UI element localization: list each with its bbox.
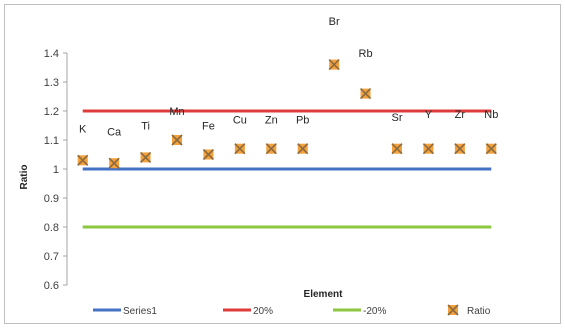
- y-tick-label: 0.8: [44, 222, 59, 234]
- data-label: Zr: [455, 109, 466, 121]
- ratio-marker: [234, 143, 246, 155]
- legend-label: Ratio: [467, 306, 491, 317]
- ratio-marker: [422, 143, 434, 155]
- data-label: Ti: [141, 121, 150, 133]
- data-label: K: [79, 123, 87, 135]
- legend-swatch-cross: [447, 304, 459, 316]
- y-tick-label: 1.3: [44, 77, 59, 89]
- chart-frame: 0.6 0.7 0.8 0.9 1 1.1 1.2 1.3 1.4 Ratio Element K Ca…: [4, 4, 561, 324]
- ratio-marker: [297, 143, 309, 155]
- ratio-marker-cross: [202, 148, 214, 161]
- y-tick-label: 0.6: [44, 280, 59, 292]
- x-axis-title: Element: [304, 289, 344, 300]
- data-label: Br: [329, 16, 340, 28]
- legend-label: -20%: [363, 306, 386, 317]
- ratio-marker-cross: [485, 143, 497, 155]
- data-label: Fe: [202, 121, 215, 133]
- ratio-marker: [108, 157, 120, 169]
- ratio-marker-cross: [454, 143, 466, 155]
- y-tick-label: 0.7: [44, 251, 59, 263]
- ratio-marker-cross: [140, 151, 152, 163]
- ratio-marker: [328, 59, 340, 71]
- ratio-marker-cross: [360, 88, 372, 100]
- ratio-marker: [171, 134, 183, 146]
- ratio-marker: [360, 88, 372, 100]
- data-label: Y: [425, 109, 433, 121]
- data-label: Zn: [265, 115, 278, 127]
- ratio-chart: 0.6 0.7 0.8 0.9 1 1.1 1.2 1.3 1.4 Ratio Element K Ca…: [19, 16, 498, 317]
- ratio-marker-cross: [108, 157, 120, 169]
- data-label: Cu: [233, 115, 247, 127]
- ratio-marker-cross: [234, 143, 246, 155]
- ratio-marker: [202, 148, 214, 161]
- data-label: Rb: [359, 48, 373, 60]
- y-axis-title: Ratio: [19, 165, 30, 190]
- ratio-marker: [77, 154, 89, 166]
- ratio-marker-cross: [391, 143, 403, 155]
- legend-label: 20%: [253, 306, 273, 317]
- data-label: Ca: [107, 126, 122, 138]
- ratio-marker: [454, 143, 466, 155]
- y-tick-label: 1: [53, 164, 59, 176]
- ratio-marker-cross: [422, 143, 434, 155]
- ratio-marker: [485, 143, 497, 155]
- y-tick-label: 0.9: [44, 193, 59, 205]
- ratio-marker: [391, 143, 403, 155]
- data-label: Nb: [484, 109, 498, 121]
- legend-label: Series1: [123, 306, 157, 317]
- y-tick-label: 1.4: [44, 48, 59, 60]
- ratio-marker: [140, 151, 152, 163]
- ratio-marker-cross: [328, 59, 340, 71]
- data-label: Mn: [169, 106, 184, 118]
- ratio-marker-cross: [297, 143, 309, 155]
- ratio-marker: [265, 143, 277, 155]
- y-tick-label: 1.2: [44, 106, 59, 118]
- data-label: Pb: [296, 115, 309, 127]
- ratio-marker-cross: [171, 134, 183, 146]
- ratio-marker-cross: [265, 143, 277, 155]
- ratio-marker-cross: [77, 154, 89, 166]
- data-label: Sr: [392, 112, 403, 124]
- y-tick-label: 1.1: [44, 135, 59, 147]
